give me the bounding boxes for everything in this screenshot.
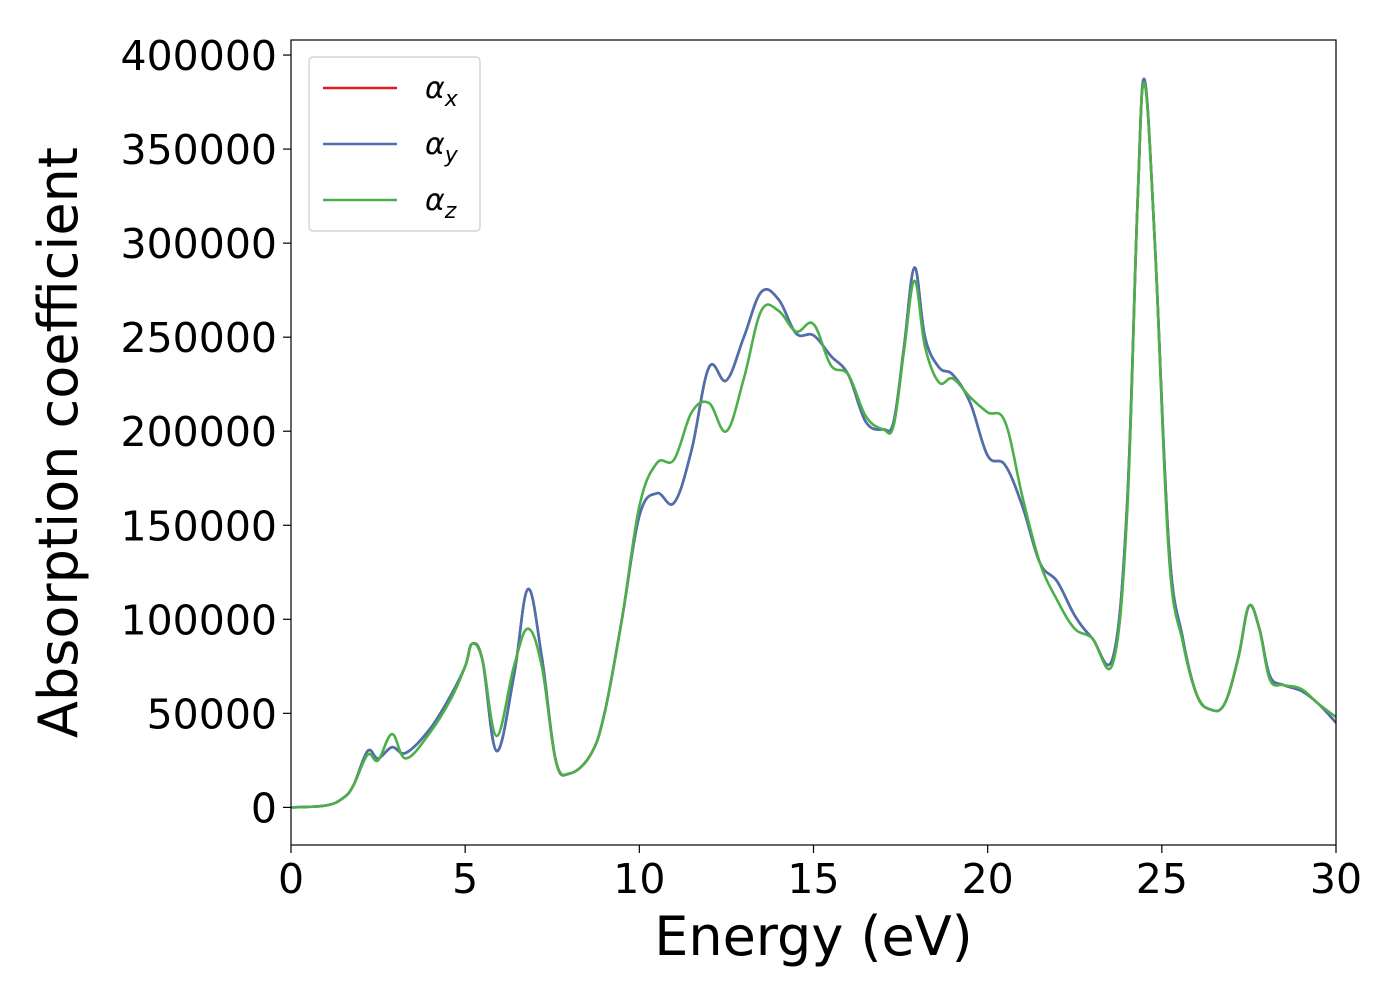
- x-tick-label: 20: [962, 855, 1014, 903]
- y-tick-label: 0: [251, 784, 277, 832]
- y-tick-label: 350000: [120, 126, 277, 174]
- x-tick-label: 10: [613, 855, 665, 903]
- x-axis-label: Energy (eV): [654, 905, 973, 968]
- y-tick-label: 250000: [120, 314, 277, 362]
- y-axis-label: Absorption coefficient: [27, 147, 90, 738]
- y-tick-label: 50000: [147, 690, 277, 738]
- series-layer: [291, 77, 1336, 809]
- x-tick-label: 30: [1310, 855, 1362, 903]
- series-line-z: [291, 81, 1336, 809]
- x-tick-label: 5: [452, 855, 478, 903]
- legend-label-z: αz: [425, 183, 457, 224]
- x-tick-label: 15: [787, 855, 839, 903]
- y-tick-label: 100000: [120, 596, 277, 644]
- legend: αx αy αz: [308, 56, 481, 232]
- x-tick-label: 0: [278, 855, 304, 903]
- y-tick-label: 300000: [120, 220, 277, 268]
- y-tick-label: 400000: [120, 32, 277, 80]
- legend-label-y: αy: [425, 127, 459, 168]
- y-tick-label: 150000: [120, 502, 277, 550]
- legend-label-x: αx: [425, 71, 459, 112]
- ticks-layer: 0 5 10 15 20 25 30 0 50000 100000 150000 200000 2500…: [120, 32, 1362, 903]
- x-tick-label: 25: [1136, 855, 1188, 903]
- y-tick-label: 200000: [120, 408, 277, 456]
